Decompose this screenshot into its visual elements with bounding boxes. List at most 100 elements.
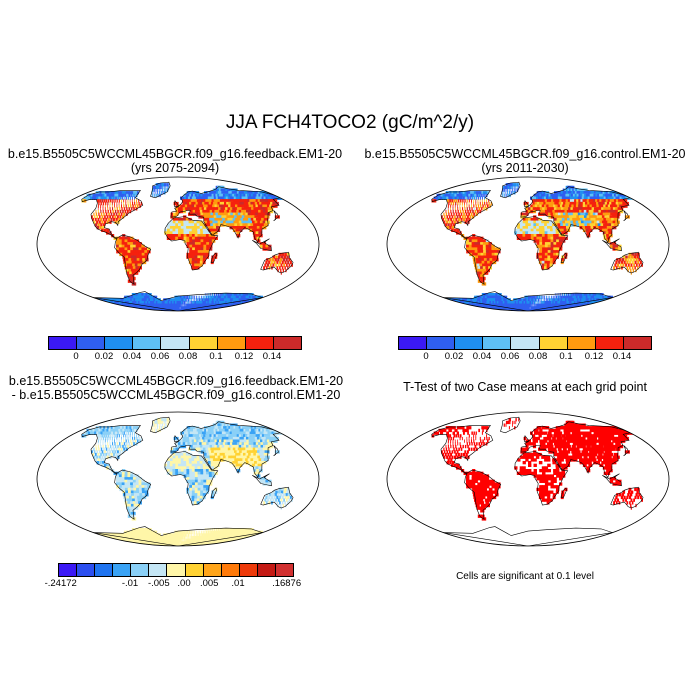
grid-cell	[164, 463, 168, 467]
grid-cell	[188, 301, 189, 305]
grid-cell	[197, 533, 199, 537]
grid-cell	[569, 204, 574, 208]
grid-cell	[234, 450, 239, 454]
grid-cell	[116, 191, 120, 195]
grid-cell	[280, 255, 284, 259]
grid-cell	[132, 204, 134, 208]
grid-cell	[265, 244, 269, 248]
grid-cell	[119, 431, 121, 435]
grid-cell	[609, 220, 615, 224]
grid-cell	[223, 204, 229, 208]
grid-cell	[576, 223, 581, 227]
grid-cell	[548, 298, 550, 302]
grid-cell	[552, 212, 557, 216]
grid-cell	[204, 293, 206, 297]
grid-cell	[594, 220, 599, 224]
grid-cell	[229, 458, 233, 462]
grid-cell	[124, 250, 129, 254]
grid-cell	[160, 188, 162, 192]
grid-cell	[589, 223, 594, 227]
grid-cell	[452, 209, 454, 214]
grid-cell	[147, 250, 151, 254]
grid-cell	[191, 431, 196, 435]
grid-cell	[206, 471, 210, 475]
grid-cell	[127, 242, 131, 246]
grid-cell	[205, 231, 210, 235]
grid-cell	[191, 255, 196, 259]
grid-cell	[515, 183, 517, 187]
grid-cell	[264, 450, 270, 454]
grid-cell	[180, 207, 184, 211]
grid-cell	[188, 495, 193, 500]
grid-cell	[206, 207, 211, 211]
grid-cell	[265, 447, 271, 451]
grid-cell	[116, 442, 118, 446]
grid-cell	[472, 215, 475, 219]
grid-cell	[202, 209, 206, 214]
grid-cell	[219, 444, 224, 449]
grid-cell	[187, 428, 191, 433]
grid-cell	[455, 199, 458, 203]
grid-cell	[122, 450, 125, 454]
grid-cell	[122, 252, 126, 257]
grid-cell	[530, 196, 533, 200]
coastline-namerica	[81, 190, 144, 240]
grid-cell	[514, 183, 516, 187]
grid-cell	[536, 301, 538, 305]
grid-cell	[194, 228, 198, 232]
grid-cell	[202, 458, 206, 462]
grid-cell	[121, 479, 126, 483]
grid-cell	[206, 295, 208, 299]
grid-cell	[186, 223, 190, 227]
grid-cell	[468, 239, 473, 243]
grid-cell	[103, 447, 105, 451]
grid-cell	[131, 260, 136, 265]
grid-cell	[462, 199, 464, 203]
grid-cell	[209, 452, 213, 457]
grid-cell	[189, 533, 191, 537]
grid-cell	[229, 209, 234, 214]
grid-cell	[247, 212, 253, 216]
grid-cell	[287, 252, 290, 257]
grid-cell	[547, 260, 551, 265]
grid-cell	[181, 295, 184, 299]
grid-cell	[457, 217, 460, 222]
grid-cell	[478, 207, 481, 211]
grid-cell	[106, 215, 109, 219]
grid-cell	[487, 263, 492, 267]
grid-cell	[634, 260, 637, 265]
grid-cell	[109, 207, 111, 211]
grid-cell	[567, 217, 571, 222]
grid-cell	[547, 250, 551, 254]
grid-cell	[565, 293, 568, 297]
grid-cell	[635, 258, 638, 262]
grid-cell	[101, 463, 104, 467]
grid-cell	[589, 215, 594, 219]
grid-cell	[201, 199, 205, 203]
grid-cell	[517, 188, 519, 192]
grid-cell	[180, 458, 185, 462]
grid-cell	[195, 298, 197, 302]
grid-cell	[477, 250, 482, 254]
grid-cell	[97, 209, 99, 214]
grid-cell	[203, 234, 207, 238]
grid-cell	[157, 423, 159, 427]
grid-cell	[273, 260, 276, 265]
grid-cell	[574, 295, 578, 299]
grid-cell	[563, 293, 566, 297]
grid-cell	[206, 293, 208, 297]
grid-cell	[283, 263, 285, 267]
grid-cell	[168, 183, 170, 187]
grid-cell	[276, 495, 279, 500]
grid-cell	[550, 231, 554, 235]
grid-cell	[639, 260, 642, 265]
grid-cell	[528, 204, 531, 208]
grid-cell	[171, 298, 175, 302]
grid-cell	[479, 196, 481, 200]
grid-cell	[485, 244, 490, 248]
grid-cell	[455, 212, 458, 216]
grid-cell	[481, 260, 486, 265]
grid-cell	[197, 487, 201, 492]
grid-cell	[125, 434, 127, 438]
grid-cell	[269, 193, 279, 198]
